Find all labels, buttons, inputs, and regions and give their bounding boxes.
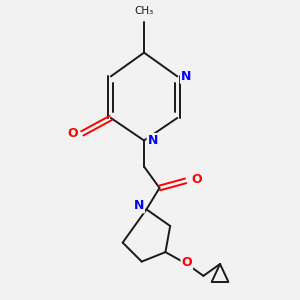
- Text: O: O: [192, 173, 202, 186]
- Text: N: N: [148, 134, 158, 147]
- Text: O: O: [182, 256, 192, 269]
- Text: O: O: [67, 127, 78, 140]
- Text: CH₃: CH₃: [134, 6, 154, 16]
- Text: N: N: [181, 70, 191, 83]
- Text: N: N: [134, 199, 144, 212]
